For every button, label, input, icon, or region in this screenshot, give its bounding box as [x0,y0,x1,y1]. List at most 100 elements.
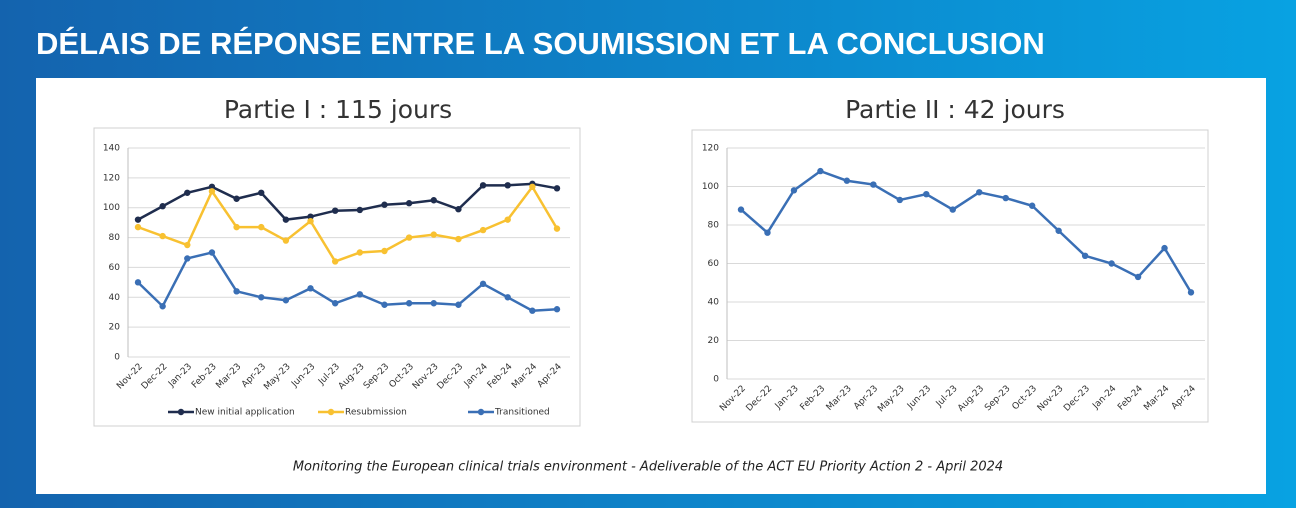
line-series [137,251,558,312]
legend-label: New initial application [195,408,295,418]
data-point [159,232,166,240]
y-tick-label: 100 [103,203,120,213]
data-point [258,223,265,231]
data-point [258,294,265,301]
data-point [184,189,191,196]
data-point [843,177,851,184]
data-point [1161,244,1168,252]
data-point [134,279,142,286]
y-tick-label: 20 [109,323,121,333]
legend-swatch [327,408,335,416]
data-point [430,231,437,238]
y-tick-label: 20 [708,336,720,346]
data-point [455,206,462,213]
y-tick-label: 60 [708,259,720,269]
data-point [1081,252,1089,259]
legend-label: Transitioned [494,408,550,418]
data-point [184,241,191,249]
data-point [430,300,437,307]
data-point [134,216,142,223]
data-point [1134,273,1142,281]
data-point [331,300,339,307]
data-point [1187,289,1195,296]
y-tick-label: 80 [708,221,720,231]
data-point [208,249,216,256]
data-point [430,197,437,204]
chart-title: Partie II : 42 jours [845,95,1065,124]
y-tick-label: 0 [114,353,120,363]
line-series [137,184,559,263]
data-point [331,207,339,214]
data-point [405,234,413,241]
data-point [553,185,561,192]
data-point [356,206,364,214]
data-point [455,301,462,308]
data-point [258,189,265,196]
data-point [479,182,487,189]
y-tick-label: 0 [713,375,719,385]
data-point [949,206,956,213]
data-point [737,206,745,213]
data-point [233,195,240,202]
data-point [1002,194,1009,202]
y-tick-label: 140 [103,144,120,154]
legend-swatch [477,408,485,416]
data-point [233,288,240,295]
data-point [479,226,487,234]
data-point [381,201,388,208]
data-point [282,237,290,244]
data-point [134,223,142,231]
data-point [381,247,388,255]
slide-title: DÉLAIS DE RÉPONSE ENTRE LA SOUMISSION ET… [36,26,1045,61]
data-point [233,223,240,231]
data-point [529,307,536,314]
data-point [405,200,413,207]
line-series [740,169,1193,294]
data-point [184,255,191,262]
chart-frame [691,129,1209,423]
data-point [307,217,314,225]
data-point [479,280,487,288]
data-point [381,301,388,308]
data-point [208,188,216,195]
y-tick-label: 80 [109,233,121,243]
data-point [282,216,290,223]
data-point [1108,260,1115,267]
data-point [331,258,339,265]
data-point [790,187,798,194]
data-point [976,189,983,196]
data-point [504,182,511,189]
data-point [159,303,166,310]
data-point [455,235,462,243]
y-tick-label: 60 [109,263,121,273]
y-tick-label: 40 [708,298,720,308]
data-point [504,216,511,223]
y-tick-label: 100 [702,182,719,192]
data-point [1055,227,1062,234]
y-tick-label: 40 [109,293,121,303]
data-point [208,183,216,191]
data-point [405,300,413,307]
chart-title: Partie I : 115 jours [224,95,452,124]
legend-swatch [177,408,185,416]
data-point [923,191,930,198]
data-point [553,306,561,313]
line-series [137,182,558,221]
data-point [1028,202,1036,209]
data-point [764,229,771,236]
data-point [282,297,290,304]
y-tick-label: 120 [103,173,120,183]
data-point [529,183,536,191]
data-point [553,225,561,232]
y-tick-label: 120 [702,144,719,154]
footer-caption: Monitoring the European clinical trials … [293,460,1003,475]
data-point [817,167,824,175]
data-point [159,203,166,210]
legend-label: Resubmission [345,408,407,418]
data-point [896,196,904,204]
data-point [870,181,877,188]
data-point [307,285,314,292]
data-point [307,213,314,220]
